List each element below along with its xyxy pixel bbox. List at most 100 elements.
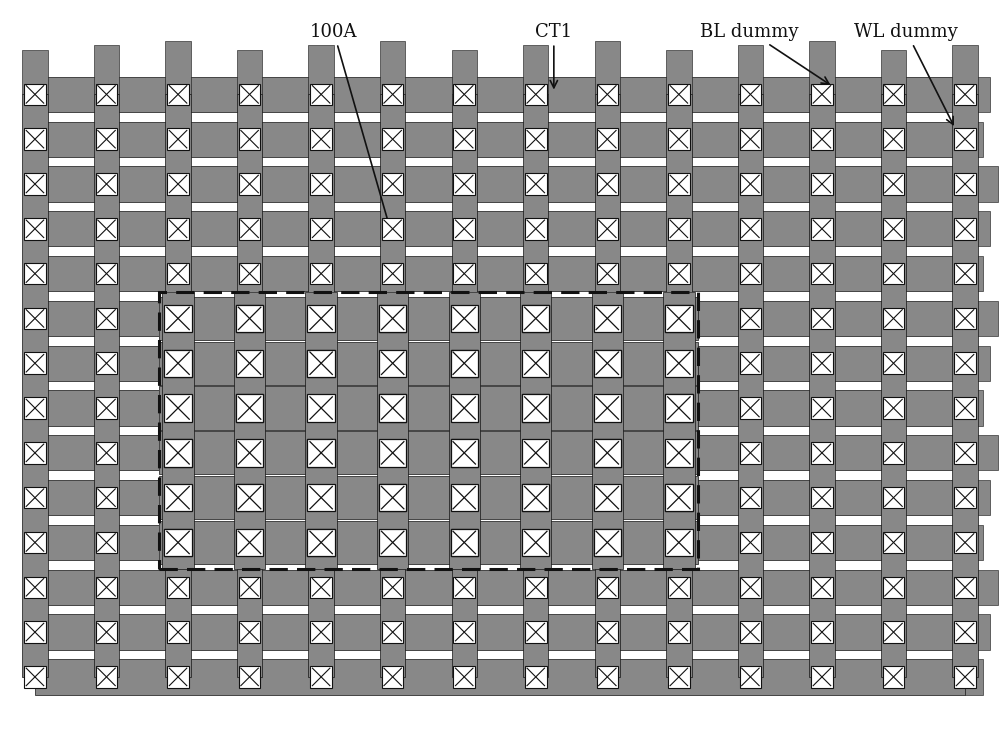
- Bar: [382, 128, 403, 150]
- Bar: [522, 484, 549, 511]
- Bar: [239, 128, 260, 150]
- Bar: [96, 442, 117, 464]
- Bar: [740, 621, 761, 643]
- Bar: [666, 94, 692, 677]
- Bar: [522, 304, 549, 332]
- Bar: [451, 528, 478, 556]
- Bar: [167, 263, 189, 284]
- Bar: [594, 528, 621, 556]
- Bar: [35, 122, 965, 157]
- Bar: [308, 46, 334, 94]
- Bar: [35, 77, 965, 112]
- Bar: [167, 173, 189, 195]
- Bar: [164, 394, 192, 422]
- Bar: [740, 173, 761, 195]
- Bar: [663, 292, 695, 569]
- Bar: [520, 292, 551, 569]
- Bar: [592, 292, 623, 569]
- Bar: [965, 570, 998, 605]
- Bar: [597, 83, 618, 105]
- Bar: [35, 301, 965, 336]
- Bar: [24, 397, 46, 419]
- Bar: [24, 128, 46, 150]
- Bar: [954, 307, 976, 329]
- Bar: [881, 94, 906, 677]
- Bar: [164, 349, 192, 377]
- Bar: [883, 307, 904, 329]
- Bar: [310, 576, 332, 598]
- Bar: [449, 292, 480, 569]
- Bar: [594, 484, 621, 511]
- Bar: [954, 576, 976, 598]
- Bar: [164, 528, 192, 556]
- Bar: [965, 167, 998, 202]
- Bar: [952, 46, 978, 94]
- Bar: [167, 621, 189, 643]
- Bar: [24, 173, 46, 195]
- Bar: [162, 292, 194, 569]
- Bar: [382, 576, 403, 598]
- Bar: [167, 83, 189, 105]
- Bar: [453, 173, 475, 195]
- Bar: [740, 83, 761, 105]
- Bar: [35, 615, 965, 650]
- Bar: [380, 41, 405, 94]
- Bar: [594, 349, 621, 377]
- Bar: [164, 528, 192, 556]
- Bar: [965, 346, 990, 381]
- Bar: [94, 94, 119, 677]
- Bar: [164, 304, 192, 332]
- Bar: [525, 263, 547, 284]
- Bar: [883, 263, 904, 284]
- Bar: [811, 173, 833, 195]
- Bar: [382, 218, 403, 240]
- Bar: [451, 439, 478, 467]
- Bar: [159, 342, 698, 385]
- Bar: [881, 50, 906, 94]
- Bar: [22, 94, 48, 677]
- Bar: [594, 349, 621, 377]
- Bar: [740, 666, 761, 688]
- Bar: [236, 394, 263, 422]
- Bar: [237, 50, 262, 94]
- Bar: [382, 263, 403, 284]
- Bar: [965, 480, 990, 515]
- Bar: [451, 439, 478, 467]
- Bar: [595, 41, 620, 94]
- Bar: [523, 46, 548, 94]
- Bar: [24, 352, 46, 374]
- Bar: [883, 83, 904, 105]
- Bar: [811, 218, 833, 240]
- Bar: [954, 666, 976, 688]
- Bar: [96, 218, 117, 240]
- Bar: [954, 218, 976, 240]
- Bar: [597, 576, 618, 598]
- Bar: [96, 487, 117, 509]
- Bar: [665, 439, 693, 467]
- Bar: [811, 397, 833, 419]
- Bar: [96, 666, 117, 688]
- Bar: [307, 304, 335, 332]
- Bar: [236, 528, 263, 556]
- Bar: [965, 660, 983, 694]
- Bar: [811, 576, 833, 598]
- Bar: [665, 349, 693, 377]
- Bar: [453, 666, 475, 688]
- Bar: [307, 439, 335, 467]
- Bar: [453, 128, 475, 150]
- Bar: [165, 94, 191, 677]
- Bar: [307, 439, 335, 467]
- Bar: [239, 666, 260, 688]
- Bar: [883, 531, 904, 553]
- Bar: [665, 394, 693, 422]
- Bar: [811, 666, 833, 688]
- Bar: [96, 531, 117, 553]
- Bar: [377, 292, 408, 569]
- Bar: [597, 263, 618, 284]
- Bar: [954, 352, 976, 374]
- Bar: [35, 436, 965, 470]
- Bar: [883, 621, 904, 643]
- Bar: [668, 83, 690, 105]
- Bar: [883, 218, 904, 240]
- Bar: [239, 83, 260, 105]
